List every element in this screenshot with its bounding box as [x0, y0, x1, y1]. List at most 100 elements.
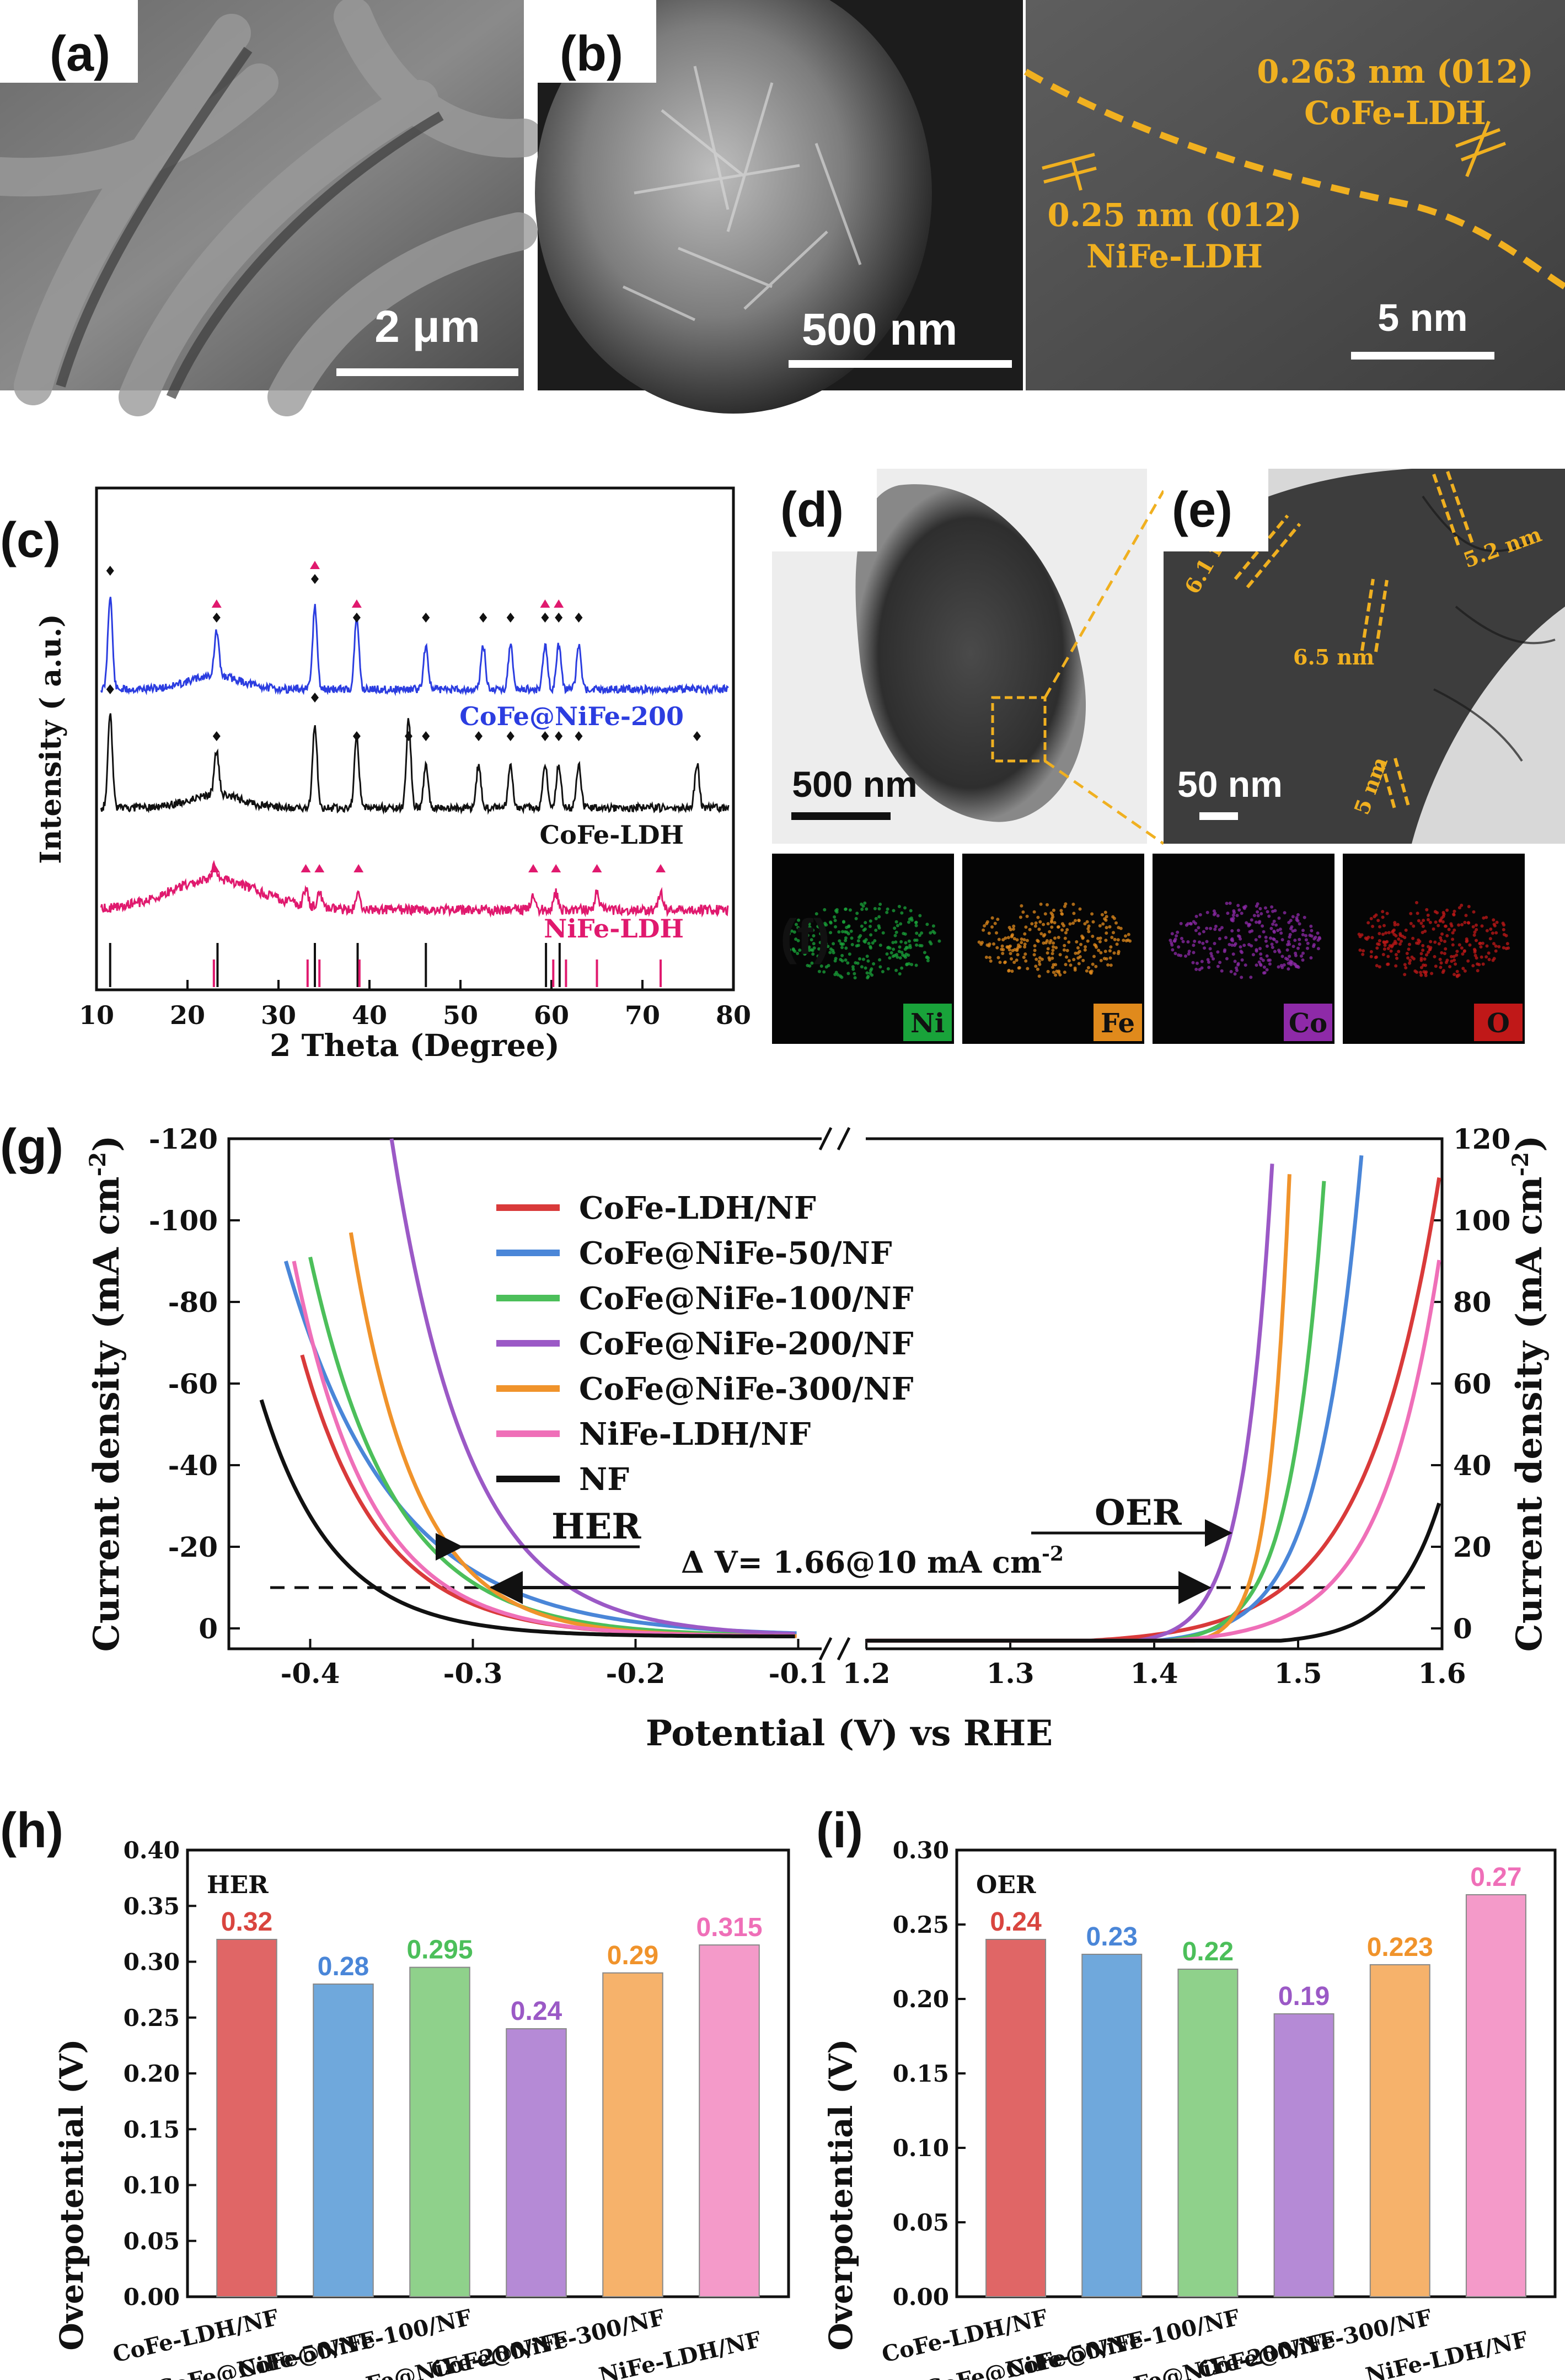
chart-h-ytick-label: 0.05 — [124, 2228, 180, 2255]
eds-signal-dot — [1272, 937, 1275, 941]
chart-c-peak-marker — [106, 566, 114, 576]
eds-signal-dot — [1098, 940, 1102, 944]
eds-signal-dot — [1387, 931, 1391, 935]
chart-i-value-label-5: 0.27 — [1470, 1863, 1521, 1892]
eds-signal-dot — [1232, 909, 1236, 913]
eds-signal-dot — [1439, 936, 1443, 940]
eds-signal-dot — [894, 920, 898, 924]
eds-signal-dot — [1466, 959, 1470, 963]
eds-signal-dot — [1072, 912, 1076, 915]
eds-signal-dot — [1255, 949, 1258, 953]
eds-signal-dot — [1362, 949, 1365, 953]
eds-signal-dot — [1079, 942, 1082, 946]
eds-signal-dot — [818, 941, 822, 945]
eds-signal-dot — [822, 970, 826, 974]
eds-signal-dot — [1022, 956, 1026, 959]
eds-signal-dot — [987, 931, 991, 935]
eds-signal-dot — [1318, 937, 1322, 940]
chart-c-peak-marker — [693, 731, 701, 741]
eds-signal-dot — [982, 928, 985, 932]
eds-signal-dot — [894, 930, 898, 934]
eds-signal-dot — [1294, 951, 1298, 955]
eds-signal-dot — [1482, 916, 1486, 920]
chart-i-oer-overpotential: (i) Overpotential (V) 0.00 0.05 0.10 0.15 0.… — [816, 1803, 1557, 2380]
eds-signal-dot — [1252, 914, 1256, 918]
eds-signal-dot — [1051, 915, 1055, 919]
eds-signal-dot — [1213, 912, 1217, 915]
eds-label-box — [1284, 1004, 1332, 1041]
eds-signal-dot — [1473, 948, 1477, 952]
eds-signal-dot — [1067, 940, 1071, 944]
eds-signal-dot — [1099, 958, 1103, 962]
eds-signal-dot — [1000, 944, 1004, 948]
eds-signal-dot — [1242, 944, 1246, 947]
eds-signal-dot — [1009, 928, 1012, 931]
eds-signal-dot — [1316, 931, 1320, 935]
eds-signal-dot — [878, 902, 882, 906]
eds-signal-dot — [1112, 916, 1116, 920]
eds-signal-dot — [1184, 954, 1187, 958]
chart-c-peak-marker — [106, 684, 114, 694]
eds-signal-dot — [989, 959, 993, 963]
eds-signal-dot — [1394, 934, 1398, 937]
chart-g-xtick-label: -0.4 — [281, 1657, 340, 1690]
eds-signal-dot — [812, 934, 816, 937]
eds-signal-dot — [1044, 941, 1048, 945]
eds-signal-dot — [1471, 964, 1475, 968]
eds-signal-dot — [869, 971, 872, 975]
eds-signal-dot — [1237, 908, 1241, 912]
eds-signal-dot — [870, 967, 873, 971]
eds-signal-dot — [877, 907, 881, 910]
eds-signal-dot — [1192, 951, 1196, 955]
eds-signal-dot — [1235, 914, 1239, 918]
panel-a-scale-label: 2 μm — [374, 302, 480, 352]
eds-signal-dot — [893, 926, 897, 930]
eds-signal-dot — [1057, 936, 1060, 939]
eds-signal-dot — [1374, 956, 1378, 959]
eds-signal-dot — [853, 972, 856, 975]
chart-g-legend-label-2: CoFe@NiFe-100/NF — [579, 1280, 914, 1317]
eds-signal-dot — [822, 930, 826, 934]
eds-signal-dot — [1417, 941, 1421, 945]
eds-signal-dot — [896, 955, 899, 959]
chart-i-title: OER — [976, 1871, 1036, 1899]
chart-c-peak-marker — [212, 731, 221, 741]
eds-signal-dot — [808, 925, 812, 929]
lattice-label-nife: 0.25 nm (012) — [1047, 196, 1301, 234]
eds-signal-dot — [1207, 966, 1211, 969]
eds-signal-dot — [1193, 940, 1197, 943]
eds-signal-dot — [878, 958, 882, 962]
eds-signal-dot — [1275, 940, 1279, 944]
eds-signal-dot — [1228, 942, 1231, 946]
eds-signal-dot — [858, 957, 861, 961]
eds-signal-dot — [807, 922, 811, 926]
eds-signal-dot — [1105, 931, 1108, 935]
chart-h-ytick-label: 0.20 — [124, 2060, 180, 2087]
eds-signal-dot — [1012, 924, 1016, 928]
eds-signal-dot — [996, 956, 1000, 959]
eds-signal-dot — [1049, 939, 1053, 942]
chart-c-series-1 — [100, 713, 730, 815]
eds-signal-dot — [1203, 946, 1207, 950]
eds-signal-dot — [1502, 932, 1506, 936]
chart-i-bar-3 — [1273, 2013, 1334, 2297]
eds-signal-dot — [832, 951, 835, 955]
eds-signal-dot — [931, 924, 935, 928]
chart-i-ytick-label: 0.30 — [893, 1837, 949, 1864]
eds-signal-dot — [1434, 920, 1438, 924]
eds-signal-dot — [1468, 943, 1472, 947]
eds-signal-dot — [1444, 924, 1447, 928]
eds-signal-dot — [1064, 963, 1068, 967]
eds-signal-dot — [1058, 973, 1062, 977]
eds-signal-dot — [891, 941, 895, 945]
eds-signal-dot — [1279, 931, 1283, 935]
eds-signal-dot — [1278, 928, 1282, 931]
eds-signal-dot — [1218, 937, 1221, 941]
eds-signal-dot — [1494, 949, 1498, 953]
eds-signal-dot — [869, 919, 872, 923]
eds-signal-dot — [881, 931, 885, 935]
eds-label-box — [1474, 1004, 1523, 1041]
eds-signal-dot — [1388, 944, 1392, 947]
eds-signal-dot — [1444, 961, 1448, 964]
chart-c-xtick-label: 30 — [261, 1000, 296, 1030]
